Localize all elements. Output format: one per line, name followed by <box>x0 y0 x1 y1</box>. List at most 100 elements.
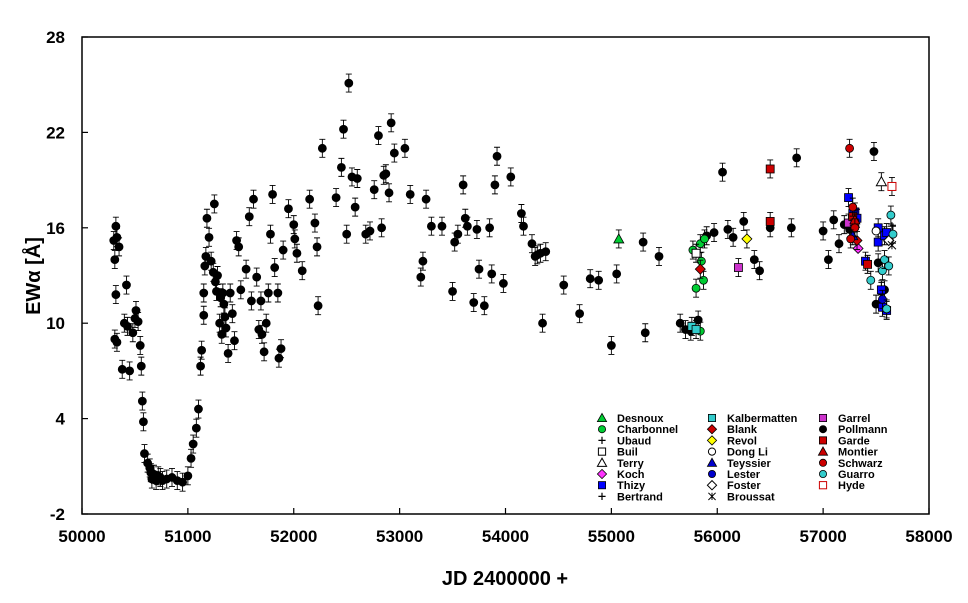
data-point <box>112 232 122 242</box>
data-point <box>289 220 299 230</box>
data-point <box>638 237 648 247</box>
data-point <box>485 223 495 233</box>
legend-item-pollmann: Pollmann <box>819 424 888 436</box>
legend-label: Pollmann <box>838 424 888 436</box>
data-point <box>261 318 271 328</box>
legend-item-dong-li: Dong Li <box>707 447 768 459</box>
data-point <box>487 269 497 279</box>
x-tick-label: 57000 <box>799 527 846 546</box>
data-point <box>313 301 323 311</box>
legend-item-blank: Blank <box>706 424 758 436</box>
y-tick-label: 10 <box>46 314 65 333</box>
legend-marker <box>598 492 606 500</box>
legend-marker <box>596 412 608 423</box>
data-point <box>223 349 233 358</box>
data-point <box>405 190 415 199</box>
data-point <box>559 280 569 290</box>
data-point <box>426 221 436 231</box>
series-bertrand <box>887 222 896 231</box>
data-point <box>256 296 266 306</box>
data-point <box>292 248 302 258</box>
y-axis-title: EWα [Å] <box>21 237 45 315</box>
y-tick-label: 16 <box>46 219 65 238</box>
data-point <box>136 361 146 371</box>
legend-marker <box>596 457 608 467</box>
data-point <box>882 304 892 314</box>
data-point <box>472 224 482 234</box>
data-point <box>188 439 198 449</box>
legend-item-hyde: Hyde <box>818 480 865 492</box>
data-point <box>755 266 764 276</box>
data-point <box>498 279 508 288</box>
data-point <box>186 453 196 463</box>
legend-item-bertrand: Bertrand <box>598 491 663 503</box>
x-tick-label: 58000 <box>905 527 952 546</box>
data-point <box>331 193 341 202</box>
data-point <box>111 290 121 299</box>
y-tick-label: 4 <box>56 410 66 429</box>
legend-marker <box>818 481 828 490</box>
data-point <box>246 296 256 306</box>
series-garrel <box>734 213 853 277</box>
data-point <box>218 288 228 298</box>
legend-label: Thizy <box>617 480 646 492</box>
data-point <box>792 153 802 163</box>
legend-marker <box>819 436 828 445</box>
legend-label: Koch <box>617 469 645 481</box>
data-point <box>386 118 396 128</box>
data-point <box>850 223 860 233</box>
data-point <box>199 288 209 298</box>
data-point <box>257 329 267 339</box>
data-point <box>133 317 143 327</box>
data-point <box>437 221 447 231</box>
data-point <box>519 221 528 231</box>
series-desnoux <box>613 229 625 249</box>
legend-label: Montier <box>838 447 878 459</box>
legend-label: Bertrand <box>617 491 663 503</box>
legend-marker <box>597 447 607 456</box>
legend-item-garrel: Garrel <box>819 413 870 425</box>
data-point <box>700 234 709 244</box>
data-point <box>541 247 551 257</box>
legend-marker <box>598 425 607 434</box>
data-point <box>527 239 537 249</box>
y-tick-label: 22 <box>46 123 65 142</box>
data-point <box>274 353 284 363</box>
legend-label: Garrel <box>838 413 870 425</box>
data-point <box>585 274 595 284</box>
data-point <box>234 242 244 252</box>
axis-ticks: 50000 51000 52000 53000 54000 55000 56000 57000… <box>46 28 953 546</box>
data-point <box>384 188 394 198</box>
data-point <box>516 209 526 218</box>
x-tick-label: 56000 <box>694 527 741 546</box>
data-point <box>336 162 346 172</box>
data-point <box>691 283 701 293</box>
data-point <box>871 226 881 236</box>
legend-item-thizy: Thizy <box>598 480 646 492</box>
legend-marker <box>817 446 829 456</box>
series-pollmann <box>109 73 889 492</box>
data-point <box>844 193 853 202</box>
data-point <box>594 275 604 285</box>
data-point <box>259 347 269 357</box>
data-point <box>125 366 135 376</box>
data-point <box>263 288 273 298</box>
data-point <box>418 256 428 266</box>
plot-frame <box>81 36 930 515</box>
legend-item-desnoux: Desnoux <box>596 412 664 425</box>
legend-label: Charbonnel <box>617 424 678 436</box>
legend-label: Guarro <box>838 469 875 481</box>
data-point <box>749 255 759 265</box>
data-point <box>204 232 214 242</box>
data-point <box>734 263 743 272</box>
data-point <box>884 261 894 271</box>
data-point <box>460 213 470 223</box>
data-point <box>352 174 362 183</box>
data-point <box>462 221 472 231</box>
data-point <box>873 237 883 247</box>
data-point <box>244 212 254 222</box>
data-point <box>876 285 886 295</box>
data-point <box>691 248 701 258</box>
data-point <box>227 309 237 319</box>
data-point <box>290 234 300 244</box>
